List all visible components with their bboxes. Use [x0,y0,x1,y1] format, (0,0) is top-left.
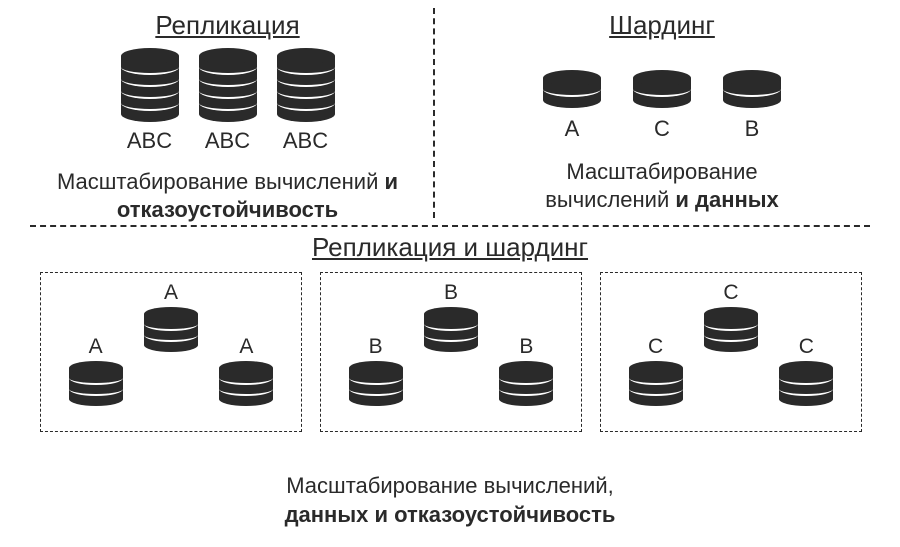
shard-node-label: C [629,335,683,359]
shard-node: A [69,335,123,411]
sharding-caption: Масштабирование вычислений и данных [448,158,876,213]
db-label: ABC [277,128,335,154]
database-icon [144,307,198,352]
replication-panel: Репликация ABC ABC ABC Масштабирование выч… [30,0,425,218]
database-icon [629,361,683,406]
replication-title: Репликация [30,10,425,41]
shard-group-box: C C C [600,272,862,432]
diagram-root: Репликация ABCABCABC Масштабирование выч… [0,0,900,547]
replication-db-row [30,48,425,122]
database-icon [723,70,781,108]
divider-horizontal [30,225,870,227]
database-icon [499,361,553,406]
shard-node: B [424,281,478,357]
shard-node-label: A [69,335,123,359]
sharding-db-row [448,70,876,108]
shard-node: B [349,335,403,411]
shard-group-box: A A A [40,272,302,432]
combined-caption-l2: данных и отказоустойчивость [285,502,616,527]
shard-node-label: C [704,281,758,305]
database-icon [633,70,691,108]
database-icon [704,307,758,352]
combined-caption-l1: Масштабирование вычислений, [286,473,614,498]
shard-node: B [499,335,553,411]
shard-node-label: A [219,335,273,359]
combined-title: Репликация и шардинг [0,232,900,263]
shard-node-label: B [499,335,553,359]
database-icon [121,48,179,122]
database-icon [69,361,123,406]
shard-node-label: C [779,335,833,359]
database-icon [277,48,335,122]
database-icon [424,307,478,352]
shard-node: C [629,335,683,411]
shard-node: C [779,335,833,411]
sharding-panel: Шардинг A C B Масштабирование вычислений и… [448,0,876,218]
divider-vertical [433,8,435,218]
shard-node-label: B [424,281,478,305]
database-icon [219,361,273,406]
database-icon [779,361,833,406]
sharding-caption-l2b: и данных [675,187,778,212]
replication-caption-l1a: Масштабирование вычислений [57,169,385,194]
replication-caption-l2: отказоустойчивость [117,197,338,222]
db-label: A [543,116,601,142]
shard-node: A [219,335,273,411]
sharding-label-row: ACB [448,116,876,142]
sharding-caption-l2a: вычислений [545,187,675,212]
shard-node: A [144,281,198,357]
db-label: ABC [199,128,257,154]
combined-caption: Масштабирование вычислений, данных и отк… [0,472,900,529]
shard-node-label: B [349,335,403,359]
db-label: C [633,116,691,142]
database-icon [543,70,601,108]
db-label: ABC [121,128,179,154]
database-icon [199,48,257,122]
db-label: B [723,116,781,142]
shard-node-label: A [144,281,198,305]
shard-group-box: B B B [320,272,582,432]
shard-node: C [704,281,758,357]
sharding-title: Шардинг [448,10,876,41]
replication-label-row: ABC ABC ABC [30,128,425,154]
replication-caption-l1b: и [384,169,398,194]
replication-caption: Масштабирование вычислений и отказоустой… [30,168,425,223]
sharding-caption-l1: Масштабирование [566,159,757,184]
database-icon [349,361,403,406]
